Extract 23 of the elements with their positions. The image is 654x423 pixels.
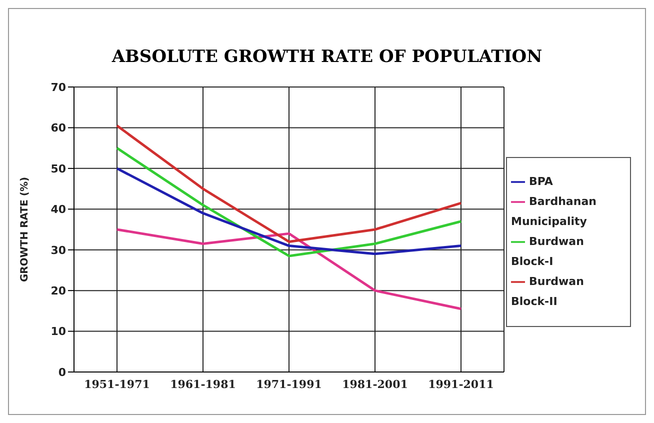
y-axis-title: GROWTH RATE (%) <box>20 176 31 282</box>
legend-label: Burdwan Block-II <box>511 275 584 308</box>
y-tick-label: 30 <box>50 244 66 257</box>
x-tick-label: 1981-2001 <box>342 378 408 391</box>
x-tick-label: 1991-2011 <box>428 378 494 391</box>
y-tick-label: 10 <box>50 325 66 338</box>
line-series <box>116 124 462 243</box>
legend-label: Bardhanan Municipality <box>511 195 596 228</box>
chart-title: ABSOLUTE GROWTH RATE OF POPULATION <box>110 47 544 69</box>
legend-label: BPA <box>529 175 553 188</box>
legend-label: Burdwan Block-I <box>511 235 584 268</box>
y-tick-label: 50 <box>50 162 66 176</box>
y-tick-label: 40 <box>50 203 66 216</box>
line-series <box>116 167 462 256</box>
x-tick-label: 1971-1991 <box>256 378 322 391</box>
y-tick-label: 60 <box>50 122 66 135</box>
x-tick-label: 1961-1981 <box>170 378 236 391</box>
y-tick-label: 20 <box>50 284 66 298</box>
y-tick-label: 70 <box>50 80 66 94</box>
line-series <box>116 146 462 258</box>
line-series <box>116 228 462 310</box>
x-tick-label: 1951-1971 <box>84 378 150 391</box>
y-tick-label: 0 <box>58 366 66 379</box>
